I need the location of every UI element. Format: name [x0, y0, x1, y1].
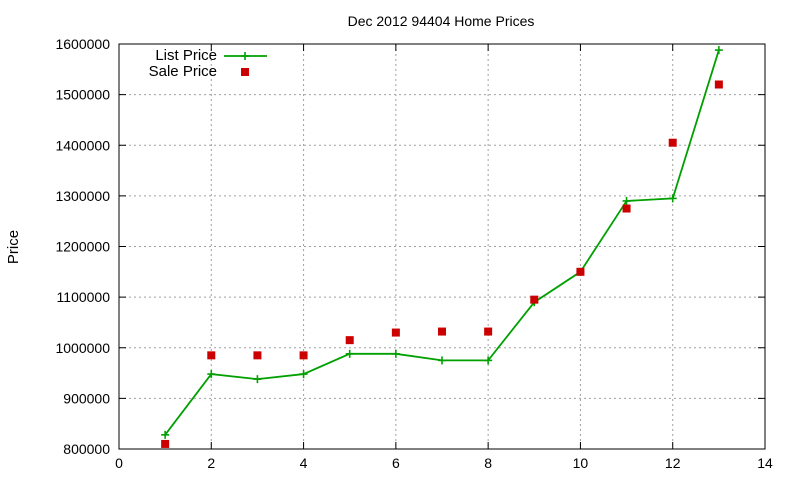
- grid: [119, 44, 765, 449]
- x-tick-label: 4: [300, 455, 308, 471]
- list-price-point: [345, 349, 354, 358]
- series-sale-price: [161, 80, 723, 448]
- y-tick-label: 1000000: [55, 340, 110, 356]
- legend-label-list-price: List Price: [155, 47, 217, 64]
- sale-price-point: [484, 327, 493, 336]
- y-tick-label: 1600000: [55, 36, 110, 52]
- list-price-point: [622, 196, 631, 205]
- y-tick-label: 1300000: [55, 188, 110, 204]
- x-tick-label: 2: [207, 455, 215, 471]
- x-tick-label: 8: [484, 455, 492, 471]
- x-tick-label: 12: [665, 455, 681, 471]
- list-price-line: [164, 49, 720, 436]
- sale-price-point: [622, 204, 631, 213]
- list-price-point: [438, 356, 446, 365]
- y-tick-label: 1500000: [55, 87, 110, 103]
- list-price-point: [714, 46, 723, 55]
- y-axis-label: Price: [5, 230, 22, 264]
- chart-title: Dec 2012 94404 Home Prices: [348, 13, 535, 29]
- sale-price-point: [576, 267, 585, 276]
- sale-price-point: [530, 295, 539, 304]
- series-layer: [161, 46, 723, 448]
- y-tick-label: 1400000: [55, 137, 110, 153]
- y-tick-label: 1100000: [57, 289, 111, 305]
- list-price-point: [299, 370, 308, 379]
- legend-marker-sale-price: [241, 68, 249, 76]
- list-price-point: [391, 349, 400, 358]
- sale-price-point: [391, 328, 400, 337]
- sale-price-point: [438, 327, 446, 336]
- sale-price-point: [299, 351, 308, 360]
- x-tick-label: 10: [573, 455, 589, 471]
- x-tick-label: 14: [757, 455, 773, 471]
- list-price-point: [668, 194, 677, 203]
- x-tick-label: 0: [115, 455, 123, 471]
- sale-price-point: [668, 138, 677, 147]
- y-tick-label: 1200000: [55, 239, 110, 255]
- list-price-point: [484, 356, 493, 365]
- axis-ticks: 0 2 4 6 8 10 12 14 800000 900000 1000000 1100000 120…: [55, 36, 773, 471]
- sale-price-point: [714, 80, 723, 89]
- x-tick-label: 6: [392, 455, 400, 471]
- list-price-point: [161, 430, 170, 439]
- legend-marker-list-price: [241, 52, 249, 60]
- legend-label-sale-price: Sale Price: [149, 63, 217, 80]
- y-tick-label: 800000: [63, 441, 110, 457]
- sale-price-point: [253, 351, 262, 360]
- y-tick-label: 900000: [63, 390, 110, 406]
- list-price-point: [253, 375, 262, 384]
- list-price-point: [207, 370, 216, 379]
- sale-price-point: [207, 351, 216, 360]
- sale-price-point: [345, 336, 354, 345]
- sale-price-point: [161, 439, 170, 448]
- series-list-price: [161, 46, 723, 439]
